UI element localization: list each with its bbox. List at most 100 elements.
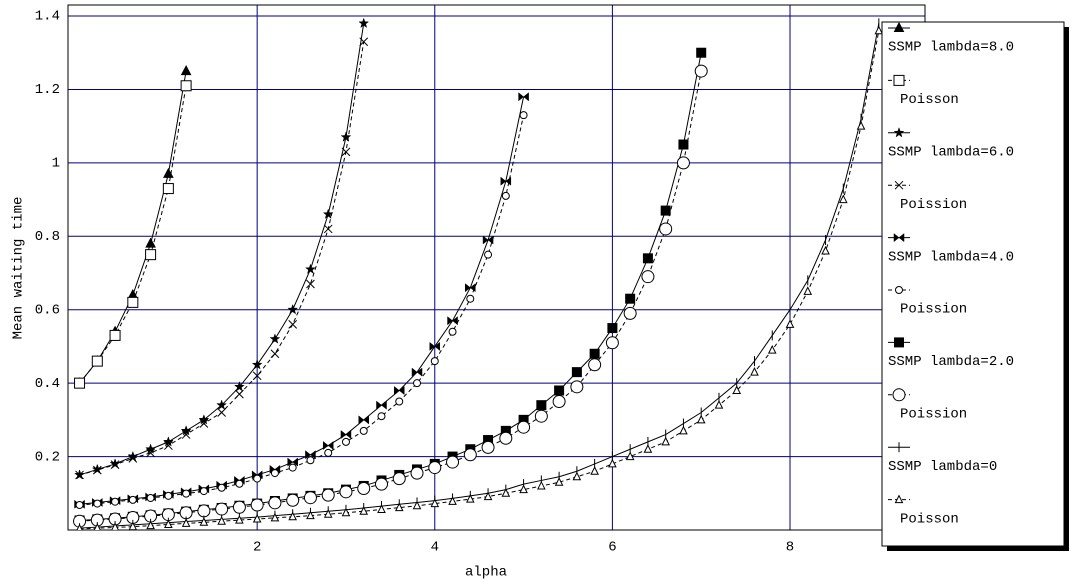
marker xyxy=(235,389,244,399)
marker xyxy=(322,441,334,451)
marker xyxy=(235,479,244,488)
marker xyxy=(358,17,370,29)
marker xyxy=(607,323,618,334)
marker xyxy=(253,474,262,483)
legend-label: Poission xyxy=(900,197,967,213)
marker xyxy=(589,348,600,359)
marker xyxy=(892,388,906,402)
marker xyxy=(430,498,440,508)
marker xyxy=(303,491,317,505)
marker xyxy=(111,497,120,506)
legend-label: Poission xyxy=(900,302,967,318)
marker xyxy=(76,523,83,530)
marker xyxy=(358,415,369,425)
marker xyxy=(448,496,457,505)
marker xyxy=(109,329,121,341)
marker xyxy=(394,385,405,396)
plot-area xyxy=(73,17,884,530)
marker xyxy=(694,64,708,78)
legend-label: SSMP lambda=0 xyxy=(888,459,997,475)
marker xyxy=(359,426,368,435)
y-tick-label: 0.6 xyxy=(35,302,60,318)
series-line xyxy=(79,30,880,530)
marker xyxy=(501,488,511,497)
marker xyxy=(608,458,617,468)
marker xyxy=(164,491,173,500)
series-line xyxy=(79,23,880,529)
marker xyxy=(803,286,813,295)
marker xyxy=(554,385,565,396)
marker xyxy=(411,367,423,377)
marker xyxy=(215,502,229,516)
marker xyxy=(321,488,335,502)
legend-label: Poission xyxy=(900,407,967,423)
marker xyxy=(162,183,174,195)
marker xyxy=(146,494,155,503)
marker xyxy=(660,205,671,216)
marker xyxy=(288,320,298,329)
marker xyxy=(341,437,350,446)
marker xyxy=(590,466,599,475)
marker xyxy=(199,517,209,526)
y-tick-label: 0.8 xyxy=(35,229,60,245)
marker xyxy=(412,500,422,510)
marker xyxy=(162,436,174,447)
marker xyxy=(91,355,103,367)
marker xyxy=(377,504,386,513)
marker xyxy=(394,502,404,512)
marker xyxy=(643,444,653,453)
marker xyxy=(893,74,905,86)
marker xyxy=(519,111,528,120)
y-tick-label: 1 xyxy=(52,156,60,172)
marker xyxy=(217,408,226,417)
marker xyxy=(181,518,191,527)
marker xyxy=(164,519,173,528)
marker xyxy=(484,250,493,259)
marker xyxy=(463,448,477,462)
marker xyxy=(288,511,297,521)
marker xyxy=(659,222,673,236)
marker xyxy=(482,235,494,245)
marker xyxy=(128,495,137,504)
marker xyxy=(304,263,316,274)
marker xyxy=(109,458,121,469)
marker xyxy=(181,430,191,439)
marker xyxy=(678,139,689,150)
marker xyxy=(251,359,263,370)
marker xyxy=(895,286,903,294)
marker xyxy=(252,371,262,381)
marker xyxy=(838,194,848,204)
marker xyxy=(676,156,690,170)
marker xyxy=(91,463,103,475)
marker xyxy=(448,327,457,336)
y-tick-label: 1.2 xyxy=(35,82,60,98)
marker xyxy=(306,279,315,289)
marker xyxy=(146,520,155,530)
marker xyxy=(410,466,424,480)
y-axis-label: Mean waiting time xyxy=(11,197,27,340)
marker xyxy=(446,455,460,469)
marker xyxy=(625,451,635,461)
marker xyxy=(571,367,582,378)
marker xyxy=(197,504,211,518)
marker xyxy=(483,491,493,501)
marker xyxy=(305,450,316,460)
marker xyxy=(286,493,300,507)
marker xyxy=(357,482,371,496)
marker xyxy=(270,512,280,522)
marker xyxy=(641,270,655,284)
marker xyxy=(306,456,315,465)
marker xyxy=(306,510,315,520)
x-tick-label: 8 xyxy=(786,540,794,556)
marker xyxy=(340,430,352,440)
marker xyxy=(732,385,742,394)
marker xyxy=(572,471,582,481)
marker xyxy=(128,521,138,530)
marker xyxy=(481,440,495,454)
marker xyxy=(198,414,210,425)
marker xyxy=(893,21,905,32)
marker xyxy=(429,341,441,351)
marker xyxy=(518,92,529,102)
marker xyxy=(128,454,138,463)
